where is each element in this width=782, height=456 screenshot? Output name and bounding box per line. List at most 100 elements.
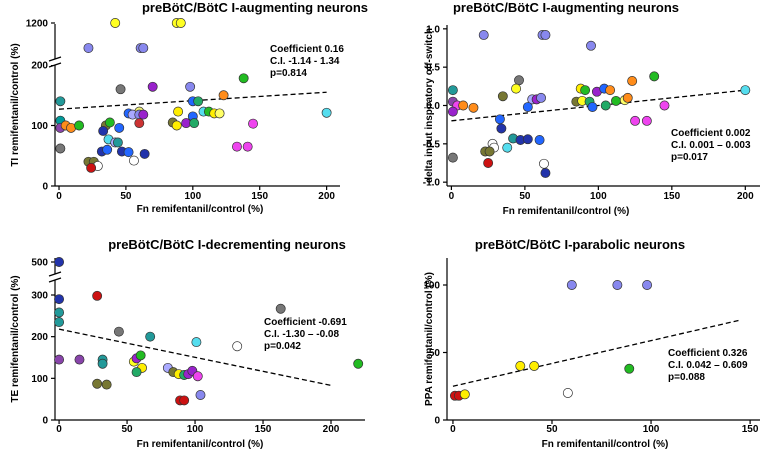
data-point	[522, 134, 533, 145]
data-point	[458, 100, 469, 111]
axis-break-mark	[48, 56, 62, 62]
panel-delta-off-switch: preBötC/BötC I-augmenting neurons 0 50 100 1…	[423, 0, 760, 217]
x-tick-label: 200	[323, 424, 340, 435]
data-point	[104, 117, 115, 128]
panel-ti-augmenting: preBötC/BötC I-augmenting neurons 0 50 100 1…	[10, 0, 368, 215]
y-axis-label: TI remifentanil/control (%)	[10, 43, 21, 166]
stat-line: Coefficient 0.326	[668, 348, 748, 359]
data-point	[612, 280, 623, 290]
data-point	[54, 294, 65, 305]
data-point	[192, 371, 203, 382]
data-point	[139, 148, 150, 159]
y-tick-label: 100	[423, 281, 440, 292]
panel-ppa-parabolic: preBötC/BötC I-parabolic neurons 0 50 100 15…	[423, 237, 760, 450]
data-point	[483, 158, 494, 168]
axis-break-mark	[48, 271, 62, 277]
y-tick-label-top: 500	[31, 258, 48, 269]
data-point	[74, 354, 85, 365]
regression-line	[58, 328, 332, 387]
data-point	[54, 257, 65, 267]
data-point	[55, 96, 66, 107]
stat-line: Coefficient 0.002	[671, 128, 751, 139]
data-point	[173, 106, 184, 117]
data-point	[605, 85, 616, 96]
y-tick-label: -1.0	[423, 178, 441, 189]
axis-break-mark	[48, 62, 62, 68]
data-point	[275, 303, 286, 314]
data-point	[659, 100, 670, 111]
stat-line: C.I. 0.042 – 0.609	[668, 360, 748, 371]
y-tick-label: 1.0	[426, 24, 440, 35]
axis-break-gap	[49, 59, 61, 65]
data-point	[92, 290, 103, 301]
y-tick-label: 0	[42, 182, 48, 193]
stat-line: p=0.814	[270, 68, 307, 79]
data-point	[641, 115, 652, 126]
data-point	[511, 83, 522, 94]
y-tick-label: 100	[31, 374, 48, 385]
x-tick-label: 150	[742, 424, 759, 435]
data-point	[191, 337, 202, 348]
x-tick-label: 200	[318, 191, 335, 202]
data-point	[447, 106, 458, 117]
data-point	[540, 30, 551, 40]
chart-title: preBötC/BötC I-augmenting neurons	[453, 0, 679, 15]
chart-title: preBötC/BötC I-augmenting neurons	[142, 0, 368, 15]
y-tick-label: 0	[42, 416, 48, 427]
x-tick-label: 0	[450, 424, 456, 435]
data-point	[193, 96, 204, 107]
data-point	[740, 85, 751, 96]
x-tick-label: 0	[449, 191, 455, 202]
data-point	[189, 118, 200, 129]
data-point	[92, 378, 103, 389]
data-point	[232, 141, 242, 152]
x-tick-label: 150	[663, 191, 680, 202]
x-axis-label: Fn remifentanil/control (%)	[137, 204, 264, 215]
x-tick-label: 100	[187, 424, 204, 435]
data-point	[238, 73, 249, 84]
data-point	[562, 388, 573, 398]
x-tick-label: 100	[184, 191, 201, 202]
data-point	[145, 331, 156, 342]
x-tick-label: 100	[590, 191, 607, 202]
data-point	[218, 90, 229, 101]
data-point	[232, 341, 243, 352]
x-tick-label: 50	[120, 191, 132, 202]
data-point	[536, 92, 546, 103]
data-point	[539, 158, 549, 169]
data-point	[529, 361, 540, 371]
panel-te-decrementing: preBötC/BötC I-decrementing neurons 0 50 10…	[10, 237, 365, 450]
data-point	[131, 367, 142, 378]
data-point	[624, 363, 635, 374]
data-point	[101, 379, 112, 390]
y-tick-label: -0.5	[423, 139, 441, 150]
data-point	[134, 118, 145, 129]
data-point	[534, 135, 545, 145]
stat-line: C.I. -1.14 - 1.34	[270, 56, 340, 67]
axis-break-gap	[49, 274, 61, 280]
data-point	[627, 76, 638, 86]
y-tick-label: 0.0	[426, 101, 440, 112]
x-tick-label: 50	[546, 424, 558, 435]
x-tick-label: 200	[737, 191, 754, 202]
data-point	[102, 144, 113, 155]
x-tick-label: 150	[251, 191, 268, 202]
data-point	[113, 326, 124, 337]
y-tick-label: 50	[429, 348, 441, 359]
data-point	[97, 358, 108, 369]
regression-line	[452, 319, 741, 387]
data-point	[54, 354, 65, 365]
stat-line: p=0.088	[668, 372, 705, 383]
data-point	[522, 102, 533, 112]
y-axis-label: delta input inspiratory off-switch	[424, 28, 435, 183]
x-tick-label: 0	[56, 191, 62, 202]
data-point	[586, 40, 596, 51]
data-point	[86, 162, 97, 173]
data-point	[600, 100, 611, 111]
data-point	[147, 81, 158, 92]
stat-line: C.I. 0.001 – 0.003	[671, 140, 751, 151]
data-point	[447, 85, 458, 96]
y-tick-label: 200	[31, 332, 48, 343]
data-point	[135, 350, 146, 361]
